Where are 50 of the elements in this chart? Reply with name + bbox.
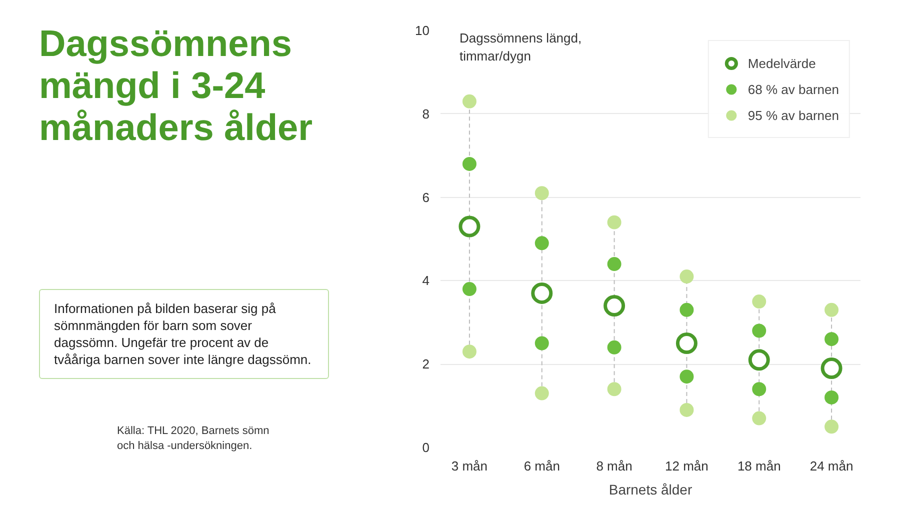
- point: [824, 420, 839, 434]
- x-axis-title: Barnets ålder: [608, 482, 692, 498]
- point: [531, 282, 553, 304]
- y-tick-label: 4: [422, 273, 430, 288]
- point: [680, 370, 694, 384]
- point: [680, 402, 694, 417]
- legend-label: 95 % av barnen: [748, 108, 839, 122]
- point: [820, 358, 842, 379]
- point: [752, 382, 766, 396]
- point: [534, 186, 549, 200]
- point: [824, 302, 839, 317]
- point: [462, 156, 476, 171]
- x-tick-label: 8 mån: [596, 458, 632, 474]
- point: [752, 294, 766, 309]
- legend-label: 68 % av barnen: [748, 82, 839, 96]
- point: [748, 349, 770, 371]
- x-tick-label: 12 mån: [665, 458, 708, 474]
- point: [462, 282, 476, 296]
- point: [607, 382, 622, 396]
- point: [824, 390, 839, 404]
- point: [534, 386, 549, 400]
- x-tick-label: 18 mån: [737, 458, 781, 474]
- point: [462, 94, 476, 108]
- point: [752, 324, 766, 338]
- point: [462, 344, 476, 359]
- point: [680, 270, 694, 284]
- point: [458, 216, 480, 238]
- point: [752, 411, 766, 426]
- text: Informationen på bilden baserar sig på sömnmängden för barn som sover dagssömn. Ungefär tre procent av de tvååriga barnen sover inte längre dagssömn.: [39, 289, 329, 379]
- legend-label: Medelvärde: [748, 56, 816, 70]
- x-tick-label: 24 mån: [810, 458, 854, 474]
- point: [534, 236, 549, 250]
- text: Dagssömnens mängd i 3-24 månaders ålder: [39, 23, 314, 149]
- y-tick-label: 10: [415, 23, 430, 38]
- point: [607, 257, 622, 272]
- y-axis-title: Dagssömnens längd, timmar/dygn: [459, 30, 582, 64]
- point: [676, 332, 698, 354]
- text: Källa: THL 2020, Barnets sömn och hälsa -undersökningen.: [117, 424, 270, 454]
- y-tick-label: 6: [422, 190, 430, 205]
- y-tick-label: 8: [422, 106, 430, 122]
- x-tick-label: 3 mån: [451, 458, 488, 474]
- x-tick-label: 6 mån: [524, 458, 560, 474]
- point: [680, 302, 694, 317]
- point: [604, 294, 626, 316]
- y-tick-label: 0: [422, 440, 430, 455]
- y-tick-label: 2: [422, 356, 430, 372]
- point: [824, 332, 839, 346]
- point: [607, 215, 622, 230]
- point: [534, 336, 549, 350]
- point: [607, 340, 622, 354]
